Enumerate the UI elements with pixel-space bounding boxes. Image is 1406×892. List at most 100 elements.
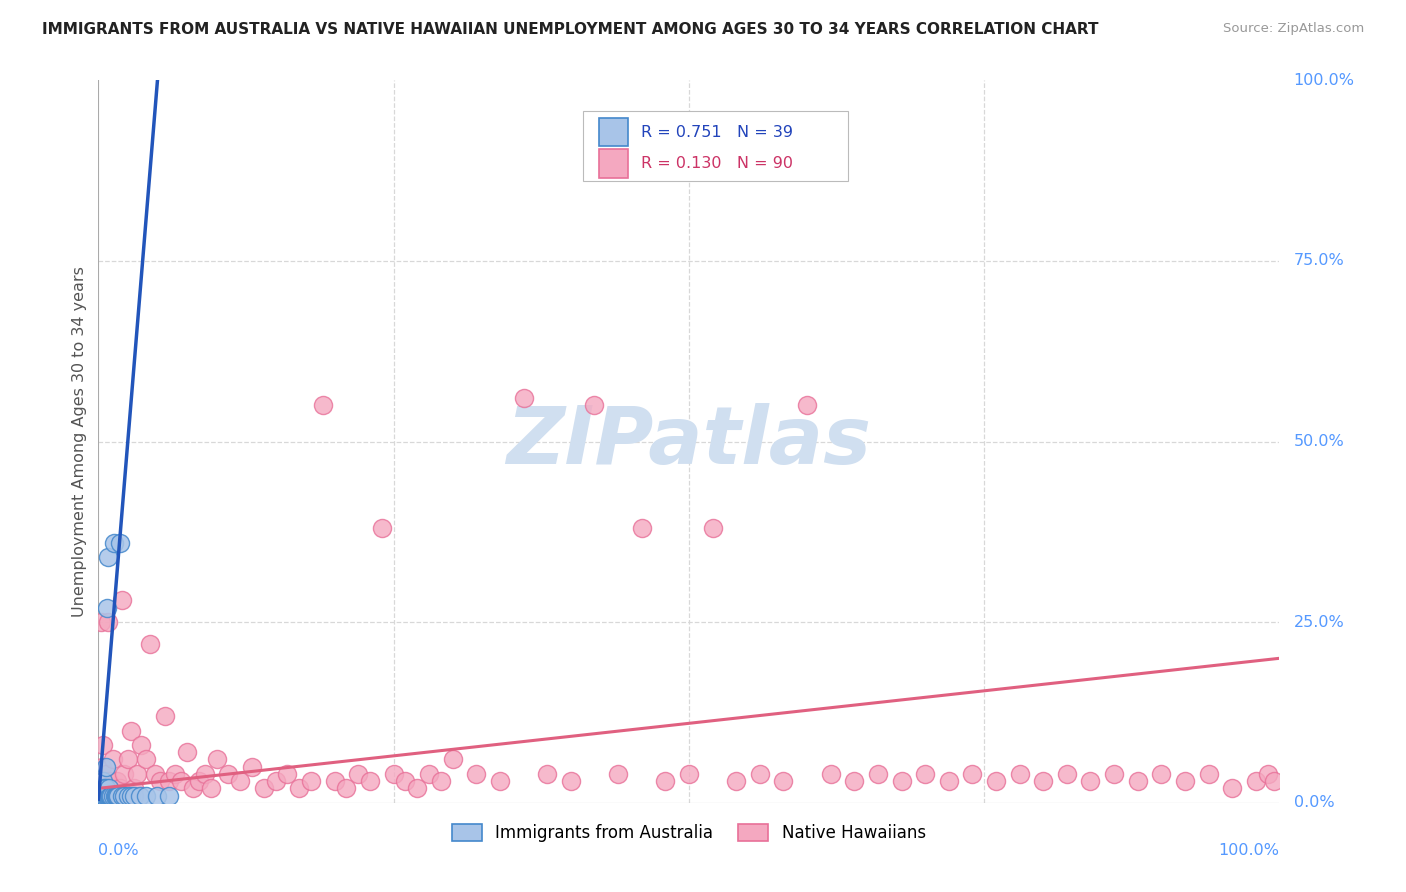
Point: [678, 767, 700, 781]
Text: 0.0%: 0.0%: [1294, 796, 1334, 810]
Point: [97, 789, 120, 803]
Point: [93, 789, 115, 803]
Point: [97, 550, 120, 565]
Point: [94, 767, 117, 781]
Point: [139, 637, 162, 651]
Point: [654, 774, 676, 789]
Point: [153, 709, 176, 723]
Point: [702, 521, 724, 535]
Point: [111, 593, 134, 607]
Point: [94, 789, 117, 803]
Point: [630, 521, 652, 535]
Point: [117, 789, 139, 803]
Point: [105, 789, 128, 803]
Y-axis label: Unemployment Among Ages 30 to 34 years: Unemployment Among Ages 30 to 34 years: [72, 266, 87, 617]
Point: [108, 535, 131, 549]
Point: [1244, 774, 1267, 789]
Point: [844, 774, 866, 789]
Point: [181, 781, 204, 796]
Text: Source: ZipAtlas.com: Source: ZipAtlas.com: [1223, 22, 1364, 36]
Point: [94, 781, 117, 796]
Point: [91, 738, 114, 752]
Point: [299, 774, 322, 789]
Point: [98, 789, 121, 803]
Point: [335, 781, 357, 796]
Point: [176, 745, 198, 759]
Point: [96, 600, 118, 615]
Point: [725, 774, 748, 789]
Point: [312, 398, 335, 412]
Point: [100, 789, 122, 803]
Point: [288, 781, 311, 796]
Point: [1032, 774, 1054, 789]
Point: [111, 789, 134, 803]
Point: [90, 789, 112, 803]
Point: [229, 774, 252, 789]
Text: R = 0.751   N = 39: R = 0.751 N = 39: [641, 125, 793, 139]
Point: [91, 789, 114, 803]
Point: [1126, 774, 1149, 789]
Point: [430, 774, 453, 789]
Point: [772, 774, 794, 789]
Point: [276, 767, 298, 781]
Point: [108, 781, 131, 796]
Point: [91, 781, 114, 796]
Text: R = 0.130   N = 90: R = 0.130 N = 90: [641, 156, 793, 171]
Point: [583, 398, 606, 412]
Point: [103, 535, 125, 549]
Point: [323, 774, 346, 789]
Point: [157, 774, 180, 789]
Text: 100.0%: 100.0%: [1219, 843, 1279, 857]
Point: [1102, 767, 1125, 781]
Point: [98, 789, 121, 803]
Point: [187, 774, 209, 789]
Point: [217, 767, 239, 781]
Point: [866, 767, 889, 781]
Point: [127, 767, 149, 781]
FancyBboxPatch shape: [599, 149, 627, 178]
Point: [796, 398, 818, 412]
Point: [122, 781, 145, 796]
Point: [104, 789, 127, 803]
Point: [101, 789, 124, 803]
Point: [135, 789, 157, 803]
Point: [984, 774, 1007, 789]
Point: [1080, 774, 1102, 789]
Point: [371, 521, 394, 535]
Text: 25.0%: 25.0%: [1294, 615, 1344, 630]
Point: [112, 789, 135, 803]
Point: [91, 760, 114, 774]
Point: [1220, 781, 1243, 796]
Point: [170, 774, 193, 789]
Point: [98, 774, 121, 789]
Text: 100.0%: 100.0%: [1294, 73, 1354, 87]
Point: [347, 767, 370, 781]
Legend: Immigrants from Australia, Native Hawaiians: Immigrants from Australia, Native Hawaii…: [446, 817, 932, 848]
Point: [128, 789, 150, 803]
Text: IMMIGRANTS FROM AUSTRALIA VS NATIVE HAWAIIAN UNEMPLOYMENT AMONG AGES 30 TO 34 YE: IMMIGRANTS FROM AUSTRALIA VS NATIVE HAWA…: [42, 22, 1098, 37]
Point: [117, 752, 139, 766]
Point: [441, 752, 464, 766]
Point: [512, 391, 534, 405]
Point: [121, 723, 143, 738]
FancyBboxPatch shape: [599, 118, 627, 146]
Point: [264, 774, 287, 789]
Point: [890, 774, 912, 789]
Point: [253, 781, 276, 796]
Point: [359, 774, 381, 789]
Point: [240, 760, 263, 774]
Point: [143, 767, 166, 781]
Point: [820, 767, 842, 781]
Point: [96, 789, 118, 803]
Point: [93, 789, 115, 803]
Point: [98, 781, 121, 796]
Point: [104, 781, 127, 796]
Point: [560, 774, 582, 789]
Point: [91, 789, 114, 803]
Point: [200, 781, 222, 796]
Point: [91, 789, 114, 803]
Point: [382, 767, 405, 781]
Point: [1174, 774, 1197, 789]
Point: [107, 789, 129, 803]
Point: [194, 767, 217, 781]
